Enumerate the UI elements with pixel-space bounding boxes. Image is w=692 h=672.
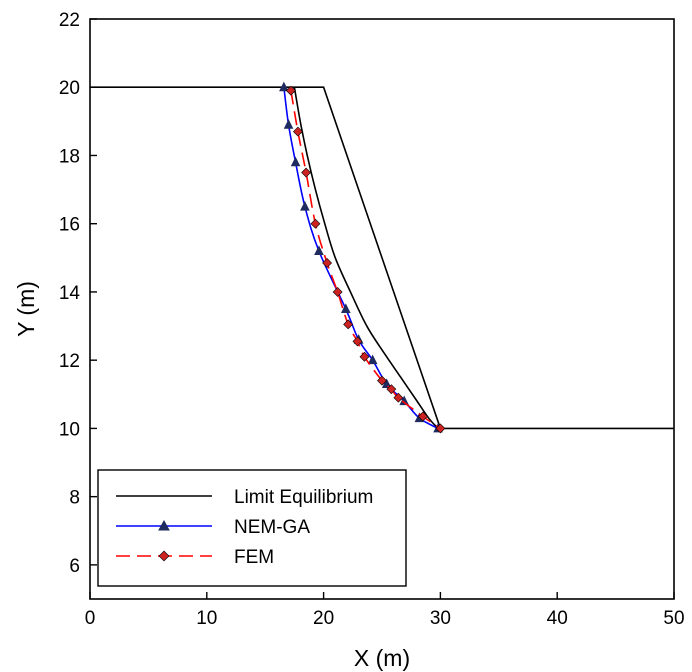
data-point-nem-ga xyxy=(314,245,324,255)
data-point-fem xyxy=(359,351,370,362)
x-tick-label: 30 xyxy=(430,608,451,629)
legend-marker-nem-ga xyxy=(158,519,170,531)
data-point-fem xyxy=(352,336,363,347)
legend-label-fem: FEM xyxy=(234,547,274,568)
legend-label-nem-ga: NEM-GA xyxy=(234,517,310,538)
series-line-fem xyxy=(290,90,441,430)
legend-marker-fem xyxy=(158,550,170,562)
data-point-fem xyxy=(310,218,321,229)
data-point-fem xyxy=(332,287,343,297)
legend-label-limit-equilibrium: Limit Equilibrium xyxy=(234,487,373,508)
y-tick-label: 10 xyxy=(59,419,80,440)
series-line-limit-equilibrium xyxy=(293,87,439,429)
data-point-nem-ga xyxy=(300,201,310,211)
data-point-nem-ga xyxy=(367,354,378,365)
ticks-layer: 0 10 20 30 40 50 6 8 10 12 14 16 18 20 22 xyxy=(59,10,685,629)
x-axis-title: X (m) xyxy=(354,645,410,671)
data-point-fem xyxy=(417,411,428,422)
data-point-nem-ga xyxy=(279,81,289,92)
data-point-nem-ga xyxy=(283,119,294,129)
data-point-fem xyxy=(285,85,296,96)
data-point-nem-ga xyxy=(290,156,301,167)
data-point-fem xyxy=(292,126,303,137)
data-point-fem xyxy=(386,384,397,395)
slope-profile-line xyxy=(90,86,674,430)
y-tick-label: 8 xyxy=(69,488,80,509)
series-layer xyxy=(90,81,674,434)
data-point-fem xyxy=(393,392,404,403)
data-point-nem-ga xyxy=(340,303,351,313)
y-tick-label: 16 xyxy=(59,215,80,236)
x-tick-label: 40 xyxy=(547,608,568,629)
data-point-fem xyxy=(377,375,387,386)
x-tick-label: 10 xyxy=(196,608,217,629)
x-tick-label: 50 xyxy=(663,608,684,629)
data-point-nem-ga xyxy=(399,395,410,406)
data-point-nem-ga xyxy=(381,378,392,389)
plot-frame xyxy=(89,18,675,600)
y-tick-label: 12 xyxy=(59,351,80,372)
y-tick-label: 14 xyxy=(59,283,81,304)
y-tick-label: 6 xyxy=(69,556,80,577)
y-tick-label: 22 xyxy=(59,10,80,31)
y-axis-title: Y (m) xyxy=(13,281,39,337)
series-line-nem-ga xyxy=(283,87,439,430)
y-tick-label: 18 xyxy=(59,146,80,167)
legend-box xyxy=(97,469,407,587)
data-point-fem xyxy=(301,167,312,178)
data-point-fem xyxy=(322,258,333,268)
x-tick-label: 0 xyxy=(85,608,96,629)
legend: Limit Equilibrium NEM-GA FEM xyxy=(97,469,407,587)
data-point-fem xyxy=(343,319,354,330)
x-tick-label: 20 xyxy=(313,608,334,629)
y-tick-label: 20 xyxy=(59,78,80,99)
data-point-fem xyxy=(435,423,446,434)
